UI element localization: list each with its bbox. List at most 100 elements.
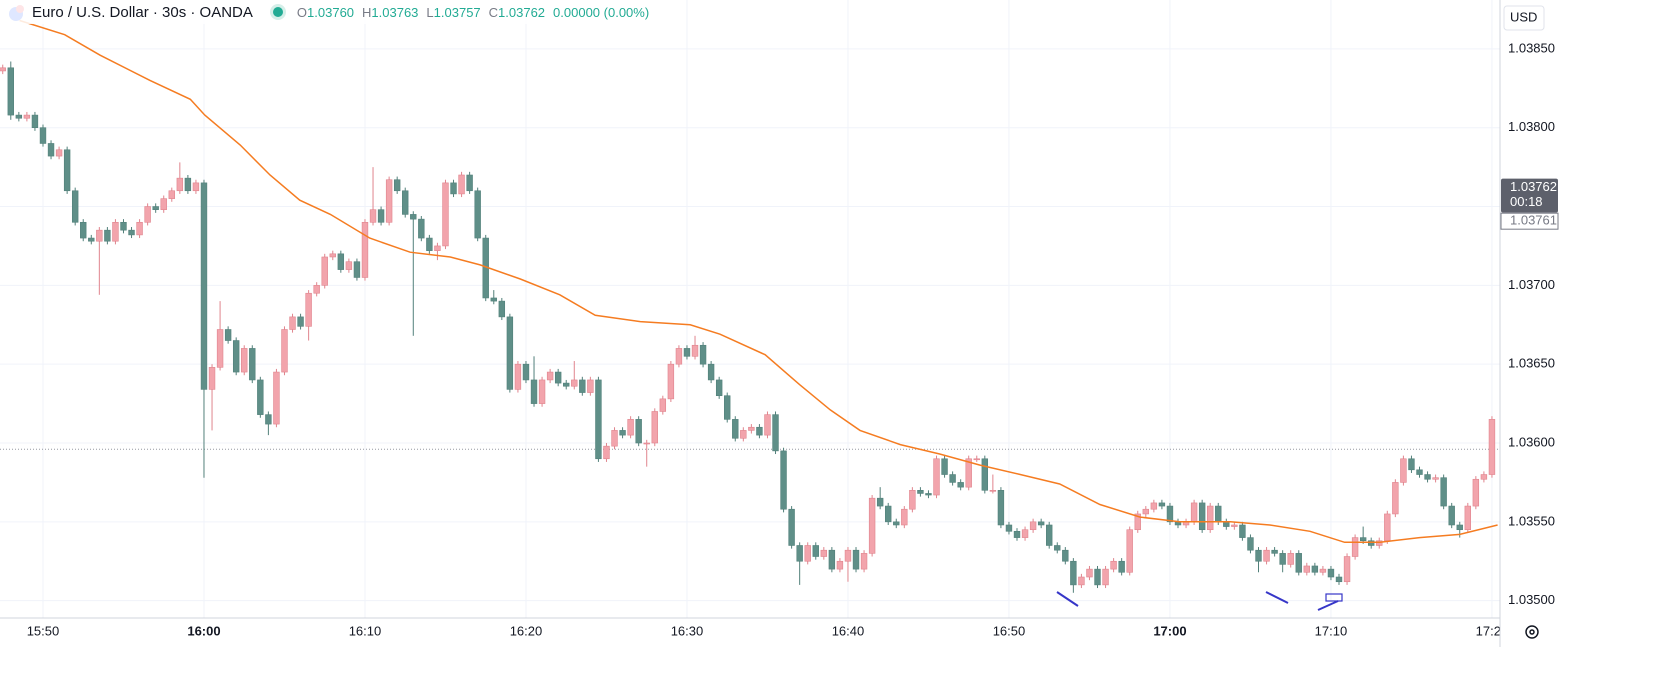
price-tag-label: 1.03762 <box>1510 179 1557 194</box>
candle-body <box>224 329 232 341</box>
candle-body <box>281 329 288 373</box>
market-status[interactable] <box>272 7 283 17</box>
candle-body <box>1102 568 1109 586</box>
moving-average <box>19 19 1498 544</box>
candle-body <box>699 344 707 365</box>
candle-body <box>23 114 31 119</box>
currency-button[interactable] <box>1503 5 1545 31</box>
candle-body <box>1190 502 1198 523</box>
candle-body <box>514 363 522 390</box>
candle-body <box>1480 474 1488 480</box>
candle-body <box>1255 549 1262 562</box>
candle-body <box>981 458 989 491</box>
candle-body <box>1013 530 1021 538</box>
candle-body <box>1416 469 1423 475</box>
candle-body <box>128 229 135 236</box>
candle-body <box>216 329 224 368</box>
candle-body <box>402 190 409 215</box>
candle-body <box>868 497 876 554</box>
candle-body <box>39 127 47 144</box>
candle-body <box>88 237 95 242</box>
candle-body <box>1005 524 1013 532</box>
change: 0.00000 (0.00%) <box>553 4 650 20</box>
candle-body <box>490 297 497 302</box>
candle-body <box>1303 565 1311 573</box>
candle-body <box>1142 508 1150 515</box>
candle-body <box>1271 549 1278 554</box>
x-tick-label: 16:00 <box>187 623 220 638</box>
candle-body <box>361 221 369 278</box>
candle-body <box>313 285 320 294</box>
value: 1.03760 <box>307 4 355 20</box>
candle-body <box>337 253 345 270</box>
candle-body <box>1021 529 1029 538</box>
symbol: Euro / U.S. Dollar · 30s · OANDA <box>32 3 253 21</box>
candle-body <box>1432 477 1439 480</box>
candle-body <box>522 363 530 381</box>
candle-body <box>1424 474 1431 480</box>
x-tick-label: 17:20 <box>1476 623 1509 638</box>
candle-body <box>812 545 819 557</box>
candle-body <box>71 190 79 223</box>
candle-body <box>860 553 868 570</box>
candle-body <box>1062 549 1069 562</box>
candle-body <box>1295 553 1302 573</box>
candle-body <box>1029 521 1037 531</box>
currency: USD <box>1510 9 1537 24</box>
label: H <box>362 4 372 20</box>
candle-body <box>997 490 1005 526</box>
candle-body <box>1070 560 1077 586</box>
candle-body <box>410 214 417 220</box>
candle-body <box>1086 568 1093 578</box>
candle-body <box>377 209 385 223</box>
candle-body <box>667 363 675 400</box>
candle-body <box>659 398 667 412</box>
candle-body <box>619 430 626 436</box>
candle-body <box>788 508 795 546</box>
candle-body <box>563 382 570 387</box>
candle-body <box>1037 521 1045 526</box>
candle-body <box>192 182 200 192</box>
candle-body <box>112 221 119 242</box>
ohlc-close: C1.03762 <box>489 5 545 20</box>
candle-body <box>933 458 940 496</box>
grid <box>0 0 1500 618</box>
candle-body <box>1078 576 1085 586</box>
candle-body <box>1448 505 1455 526</box>
candle-body <box>1400 458 1407 483</box>
candle-body <box>63 149 71 192</box>
legend: Euro / U.S. Dollar · 30s · OANDA O1.0376… <box>0 0 658 24</box>
candle-body <box>643 442 650 445</box>
candle-body <box>1327 568 1335 578</box>
candle-body <box>1359 537 1367 542</box>
candle-body <box>506 316 514 390</box>
candle-body <box>595 379 602 460</box>
candle-body <box>0 67 6 72</box>
candle-body <box>80 221 87 239</box>
candle-body <box>627 419 634 436</box>
candle-body <box>1150 502 1158 510</box>
x-tick-label: 17:00 <box>1153 623 1186 638</box>
candle-body <box>1207 505 1214 531</box>
candle-body <box>780 450 787 510</box>
candle-body <box>450 182 457 195</box>
candle-body <box>1118 560 1125 573</box>
settings-icon[interactable] <box>1525 625 1539 639</box>
ohlc-high: H1.03763 <box>362 5 418 20</box>
candle-body <box>651 411 658 444</box>
candle-body <box>796 545 803 562</box>
candle-body <box>418 218 425 239</box>
candle-body <box>1279 553 1286 565</box>
candle-body <box>715 379 723 397</box>
candle-body <box>772 414 779 452</box>
candle-body <box>1158 502 1166 507</box>
ohlc-low: L1.03757 <box>426 5 480 20</box>
candle-body <box>474 190 481 239</box>
candle-body <box>353 261 361 278</box>
candle-body <box>1287 553 1294 565</box>
candle-body <box>1239 524 1246 538</box>
candle-body <box>458 174 465 195</box>
ohlc-open: O1.03760 <box>297 5 354 20</box>
candle-body <box>184 177 192 192</box>
candle-body <box>1351 537 1359 557</box>
